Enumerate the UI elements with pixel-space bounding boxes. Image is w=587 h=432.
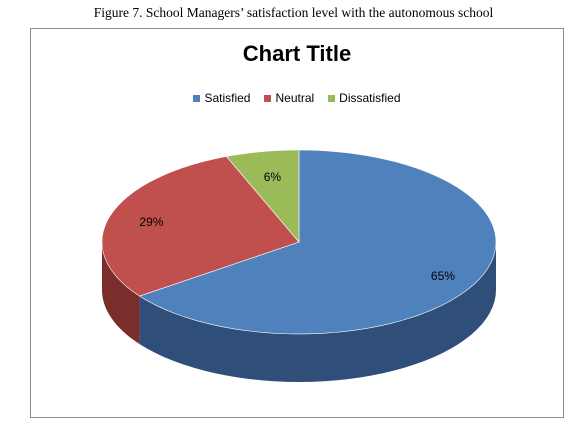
chart-area: Chart Title Satisfied Neutral Dissatisfied… [30,28,564,418]
legend-label-neutral: Neutral [275,91,315,105]
legend-item-neutral: Neutral [264,91,314,105]
pie-side-satisfied [139,242,496,382]
legend-item-satisfied: Satisfied [193,91,250,105]
legend-label-dissatisfied: Dissatisfied [339,91,401,105]
data-label-dissatisfied: 6% [264,170,282,184]
legend-swatch-dissatisfied [328,94,336,102]
legend-item-dissatisfied: Dissatisfied [328,91,401,105]
data-label-satisfied: 65% [431,269,455,283]
legend-swatch-satisfied [193,94,201,102]
pie-chart: 65% 29% 6% [101,149,497,382]
legend-label-satisfied: Satisfied [204,91,251,105]
data-label-neutral: 29% [139,215,163,229]
pie-slice-dissatisfied [225,149,300,243]
legend-swatch-neutral [264,94,272,102]
pie-top [101,149,497,335]
pie-slice-neutral [101,156,300,297]
pie-sides [102,242,496,382]
pie-labels: 65% 29% 6% [139,170,455,283]
pie-slice-satisfied [138,149,497,335]
figure-caption: Figure 7. School Managers’ satisfaction … [93,5,494,20]
chart-legend: Satisfied Neutral Dissatisfied [31,91,563,105]
pie-side-neutral [102,242,140,345]
chart-title: Chart Title [242,41,352,66]
